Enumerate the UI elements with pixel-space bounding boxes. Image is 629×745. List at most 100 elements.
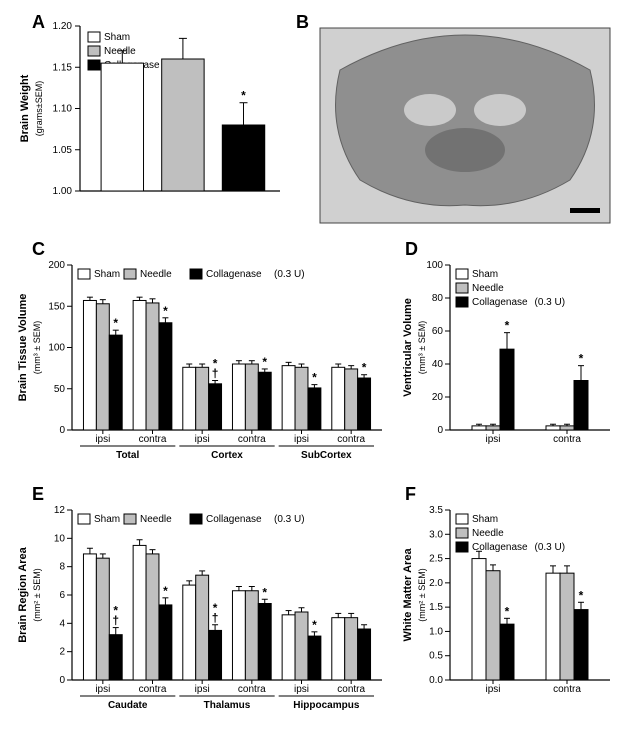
svg-text:1.15: 1.15 <box>53 62 73 73</box>
svg-text:10: 10 <box>54 533 66 544</box>
svg-text:ipsi: ipsi <box>485 434 500 445</box>
svg-text:contra: contra <box>139 684 167 695</box>
svg-text:0: 0 <box>59 425 65 436</box>
svg-text:Needle: Needle <box>472 528 504 539</box>
svg-text:Sham: Sham <box>94 514 120 525</box>
svg-text:0.0: 0.0 <box>429 675 443 686</box>
svg-text:4: 4 <box>59 618 65 629</box>
svg-text:Sham: Sham <box>94 269 120 280</box>
svg-text:contra: contra <box>139 434 167 445</box>
panel-B: B <box>290 10 620 235</box>
panel-F: F 0.00.51.01.52.02.53.03.5White Matter A… <box>395 480 620 730</box>
svg-text:1.20: 1.20 <box>53 21 73 32</box>
svg-text:ipsi: ipsi <box>294 684 309 695</box>
svg-text:100: 100 <box>48 343 65 354</box>
svg-text:Needle: Needle <box>140 514 172 525</box>
svg-text:*: * <box>505 319 510 333</box>
svg-text:1.0: 1.0 <box>429 626 443 637</box>
svg-text:150: 150 <box>48 301 65 312</box>
svg-text:Sham: Sham <box>472 514 498 525</box>
svg-text:(mm² ± SEM): (mm² ± SEM) <box>32 568 42 621</box>
svg-text:ipsi: ipsi <box>195 434 210 445</box>
panel-A-label: A <box>32 12 45 33</box>
panel-C-label: C <box>32 239 45 260</box>
svg-text:1.00: 1.00 <box>53 186 73 197</box>
svg-text:Collagenase: Collagenase <box>472 297 528 308</box>
svg-text:100: 100 <box>426 260 443 271</box>
svg-text:Collagenase: Collagenase <box>206 269 262 280</box>
panel-D-chart: 0 20 40 60 80 100 Ventricular Volume(mm³ ± SEM… <box>395 235 620 480</box>
svg-text:Needle: Needle <box>472 283 504 294</box>
svg-text:2.0: 2.0 <box>429 578 443 589</box>
svg-text:Brain Tissue Volume: Brain Tissue Volume <box>17 294 29 402</box>
svg-text:contra: contra <box>337 684 365 695</box>
panel-D: D 020406080100Ventricular Volume(mm³ ± S… <box>395 235 620 480</box>
svg-text:Caudate: Caudate <box>108 700 148 711</box>
svg-text:(0.3 U): (0.3 U) <box>274 269 305 280</box>
svg-text:(mm³ ± SEM): (mm³ ± SEM) <box>32 321 42 374</box>
svg-text:Total: Total <box>116 450 139 461</box>
svg-text:*: * <box>579 352 584 366</box>
panel-A: A 1.001.051.101.151.20Brain Weight(grams… <box>10 10 290 235</box>
svg-text:(0.3 U): (0.3 U) <box>535 297 566 308</box>
svg-text:*: * <box>312 371 317 385</box>
svg-text:contra: contra <box>238 434 266 445</box>
panel-A-chart: 1.001.051.101.151.20Brain Weight(grams±S… <box>10 10 290 235</box>
svg-text:Brain Region Area: Brain Region Area <box>17 546 29 642</box>
svg-text:(mm³ ± SEM): (mm³ ± SEM) <box>417 321 427 374</box>
svg-text:*: * <box>163 304 168 318</box>
svg-text:3.5: 3.5 <box>429 505 443 516</box>
svg-text:12: 12 <box>54 505 66 516</box>
svg-text:*: * <box>579 588 584 602</box>
svg-text:0: 0 <box>59 675 65 686</box>
svg-text:*: * <box>213 601 218 615</box>
svg-text:200: 200 <box>48 260 65 271</box>
svg-text:Sham: Sham <box>104 32 130 43</box>
svg-text:*: * <box>163 584 168 598</box>
svg-text:contra: contra <box>553 684 581 695</box>
svg-text:*: * <box>362 361 367 375</box>
svg-text:60: 60 <box>432 326 444 337</box>
svg-text:2: 2 <box>59 647 65 658</box>
svg-text:(grams±SEM): (grams±SEM) <box>34 81 44 136</box>
svg-text:contra: contra <box>553 434 581 445</box>
svg-text:*: * <box>262 355 267 369</box>
svg-text:8: 8 <box>59 562 65 573</box>
svg-text:3.0: 3.0 <box>429 529 443 540</box>
svg-text:Needle: Needle <box>104 46 136 57</box>
svg-text:Hippocampus: Hippocampus <box>293 700 360 711</box>
svg-text:contra: contra <box>337 434 365 445</box>
svg-text:Ventricular Volume: Ventricular Volume <box>402 298 414 397</box>
panel-B-image <box>290 10 620 235</box>
svg-text:Needle: Needle <box>140 269 172 280</box>
svg-text:1.5: 1.5 <box>429 602 443 613</box>
figure-container: A 1.001.051.101.151.20Brain Weight(grams… <box>0 0 629 740</box>
svg-text:*: * <box>262 585 267 599</box>
svg-text:*: * <box>113 316 118 330</box>
svg-text:ipsi: ipsi <box>95 684 110 695</box>
svg-text:0: 0 <box>437 425 443 436</box>
svg-text:contra: contra <box>238 684 266 695</box>
svg-text:1.10: 1.10 <box>53 104 73 115</box>
panel-C: C 050100150200Brain Tissue Volume(mm³ ± … <box>10 235 395 480</box>
panel-F-chart: 0.00.51.01.52.02.53.03.5White Matter Are… <box>395 480 620 730</box>
svg-text:(0.3 U): (0.3 U) <box>274 514 305 525</box>
svg-text:*: * <box>213 357 218 371</box>
svg-text:*: * <box>505 604 510 618</box>
svg-text:*: * <box>312 618 317 632</box>
svg-text:2.5: 2.5 <box>429 554 443 565</box>
svg-text:0.5: 0.5 <box>429 651 443 662</box>
svg-text:40: 40 <box>432 359 444 370</box>
panel-B-label: B <box>296 12 309 33</box>
svg-text:ipsi: ipsi <box>294 434 309 445</box>
svg-text:(mm² ± SEM): (mm² ± SEM) <box>417 568 427 621</box>
panel-E: E 024681012Brain Region Area(mm² ± SEM)S… <box>10 480 395 730</box>
svg-text:Thalamus: Thalamus <box>204 700 251 711</box>
svg-text:20: 20 <box>432 392 444 403</box>
panel-C-chart: 050100150200Brain Tissue Volume(mm³ ± SE… <box>10 235 395 480</box>
svg-text:ipsi: ipsi <box>95 434 110 445</box>
svg-text:Brain Weight: Brain Weight <box>19 74 31 142</box>
svg-text:80: 80 <box>432 293 444 304</box>
svg-text:SubCortex: SubCortex <box>301 450 352 461</box>
svg-text:(0.3 U): (0.3 U) <box>535 542 566 553</box>
